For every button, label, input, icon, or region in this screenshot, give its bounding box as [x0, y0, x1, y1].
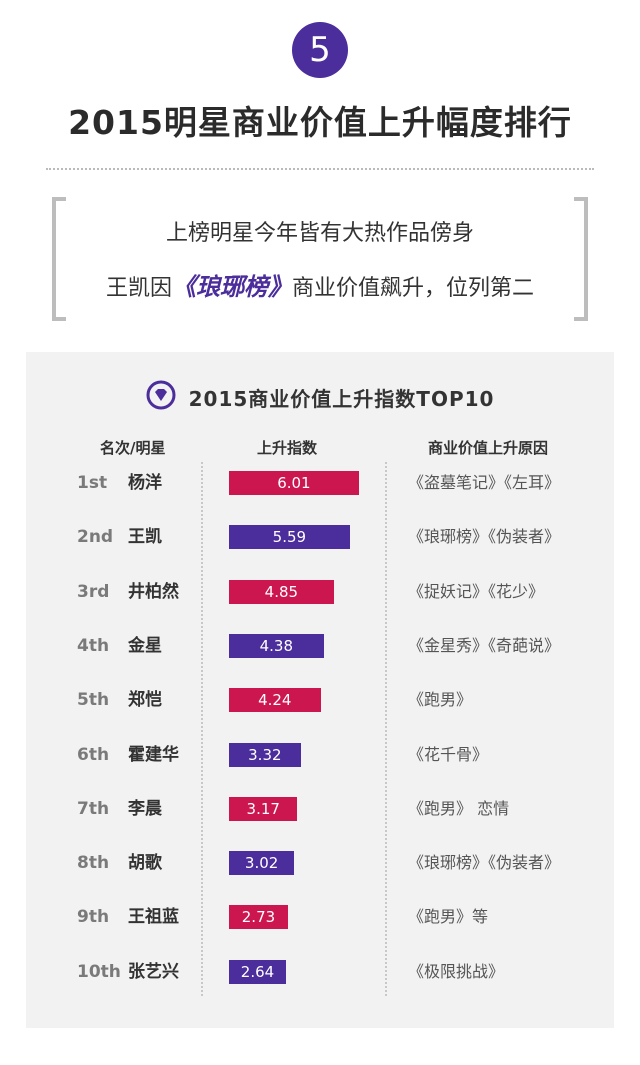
dotted-divider [46, 168, 594, 170]
subtitle-suffix: 商业价值飙升，位列第二 [292, 276, 535, 301]
rank-label: 1st [77, 473, 108, 493]
rank-label: 8th [77, 853, 110, 874]
star-name: 杨洋 [128, 473, 162, 493]
column-divider-right [385, 462, 387, 996]
table-row: 1st 杨洋 6.01 《盗墓笔记》《左耳》 [0, 468, 640, 522]
star-name: 井柏然 [128, 581, 179, 602]
value-bar: 2.73 [229, 905, 288, 930]
value-bar: 3.02 [229, 851, 295, 876]
star-name: 张艺兴 [128, 961, 179, 982]
left-bracket [52, 197, 66, 321]
value-bar: 3.32 [229, 742, 301, 767]
rank-label: 9th [77, 907, 110, 928]
reason-text: 《跑男》 恋情 [408, 798, 510, 818]
reason-text: 《捉妖记》《花少》 [408, 581, 545, 601]
rank-label: 3rd [77, 581, 110, 602]
star-name: 金星 [128, 635, 162, 656]
chart-title: 2015商业价值上升指数TOP10 [188, 386, 495, 411]
value-bar: 5.59 [229, 525, 350, 550]
number-badge: 5 [292, 22, 348, 78]
diamond-icon [146, 380, 176, 414]
rank-label: 4th [77, 635, 110, 656]
table-row: 6th 霍建华 3.32 《花千骨》 [0, 740, 640, 794]
column-header-index: 上升指数 [257, 439, 318, 457]
reason-text: 《琅琊榜》《伪装者》 [408, 527, 561, 547]
table-row: 4th 金星 4.38 《金星秀》《奇葩说》 [0, 631, 640, 685]
value-bar: 4.24 [229, 688, 321, 713]
value-bar: 6.01 [229, 471, 359, 495]
value-bar: 2.64 [229, 959, 287, 984]
column-divider-left [201, 462, 203, 996]
value-bar: 4.38 [229, 633, 324, 658]
reason-text: 《琅琊榜》《伪装者》 [408, 853, 561, 873]
value-bar: 4.85 [229, 579, 334, 604]
reason-text: 《跑男》 [408, 690, 473, 710]
value-bar: 3.17 [229, 796, 298, 821]
subtitle-line-1: 上榜明星今年皆有大热作品傍身 [165, 221, 474, 246]
table-row: 8th 胡歌 3.02 《琅琊榜》《伪装者》 [0, 848, 640, 902]
table-row: 10th 张艺兴 2.64 《极限挑战》 [0, 957, 640, 1011]
table-row: 2nd 王凯 5.59 《琅琊榜》《伪装者》 [0, 522, 640, 576]
rank-label: 6th [77, 744, 110, 765]
subtitle-line-2: 王凯因《琅琊榜》商业价值飙升，位列第二 [0, 267, 640, 302]
reason-text: 《花千骨》 [408, 744, 489, 764]
star-name: 王祖蓝 [128, 907, 179, 928]
reason-text: 《跑男》等 [408, 907, 489, 927]
right-bracket [574, 197, 588, 321]
rank-label: 2nd [77, 527, 114, 548]
column-header-rank: 名次/明星 [100, 439, 166, 457]
column-header-reason: 商业价值上升原因 [428, 439, 549, 457]
star-name: 王凯 [128, 527, 162, 548]
reason-text: 《盗墓笔记》《左耳》 [408, 473, 561, 492]
star-name: 胡歌 [128, 853, 162, 874]
star-name: 霍建华 [128, 744, 179, 765]
rank-label: 5th [77, 690, 110, 711]
subtitle-prefix: 王凯因 [105, 276, 172, 301]
table-row: 3rd 井柏然 4.85 《捉妖记》《花少》 [0, 577, 640, 631]
table-row: 7th 李晨 3.17 《跑男》 恋情 [0, 794, 640, 848]
page-title: 2015明星商业价值上升幅度排行 [68, 103, 572, 142]
table-row: 9th 王祖蓝 2.73 《跑男》等 [0, 902, 640, 956]
subtitle-highlight: 《琅琊榜》 [172, 273, 292, 301]
star-name: 郑恺 [128, 690, 162, 711]
star-name: 李晨 [128, 798, 162, 819]
reason-text: 《极限挑战》 [408, 961, 505, 981]
rank-label: 10th [77, 961, 121, 982]
chart-header: 2015商业价值上升指数TOP10 [0, 380, 640, 414]
table-row: 5th 郑恺 4.24 《跑男》 [0, 685, 640, 739]
rank-label: 7th [77, 798, 110, 819]
reason-text: 《金星秀》《奇葩说》 [408, 635, 561, 655]
